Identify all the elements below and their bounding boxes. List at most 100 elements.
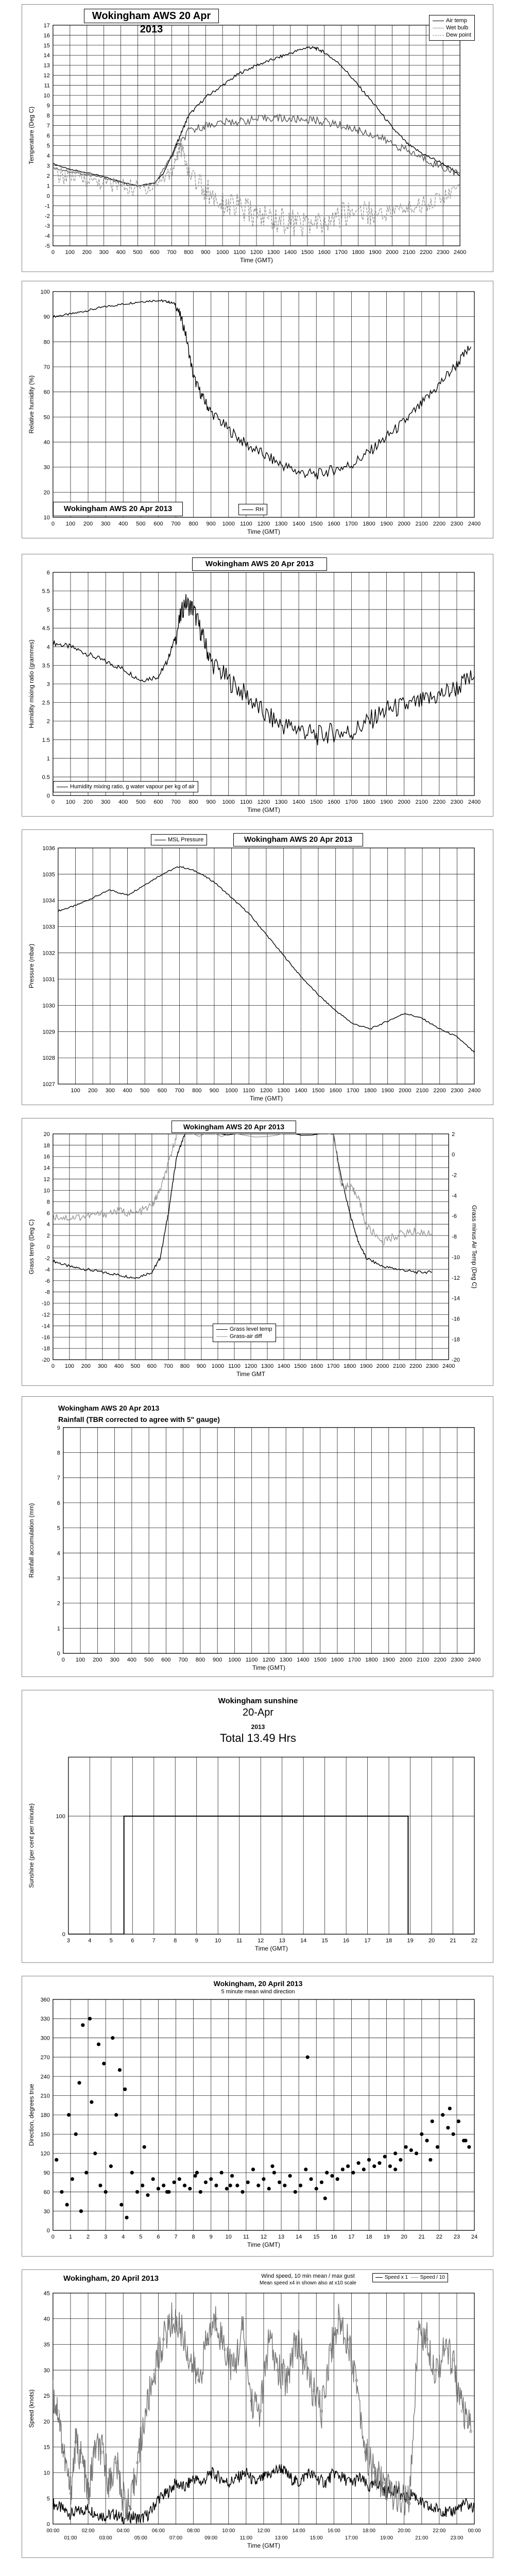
x-tick-label: 800 (188, 799, 198, 805)
y-tick-label: 8 (47, 113, 50, 119)
data-point (165, 2190, 169, 2194)
data-point (325, 2171, 329, 2175)
plot-frame (68, 1756, 475, 1935)
data-point (256, 2183, 261, 2188)
wind-direction-chart-panel: 0 30 60 90 120 150 180 210 240 270 300 330 360 0 1 2 3 4 5… (22, 1976, 493, 2257)
x-axis-label: Time (GMT) (255, 1945, 288, 1952)
data-point (425, 2337, 428, 2341)
y-tick-label: -10 (42, 1301, 50, 1307)
data-point (182, 2183, 187, 2188)
x-tick-label: 1400 (293, 521, 305, 527)
y-tick-label: 4.5 (42, 625, 50, 632)
x-tick-label: 2300 (451, 1657, 464, 1663)
y-tick-label: 3.5 (42, 663, 50, 669)
y-tick-label: 0.5 (42, 774, 50, 781)
data-point (456, 2119, 460, 2124)
data-point (390, 2492, 393, 2495)
x-tick-label: 300 (110, 1657, 119, 1663)
y-tick-label: 1029 (42, 1029, 55, 1035)
x-tick-label: 2100 (403, 249, 415, 256)
data-point (180, 2327, 183, 2331)
data-point (399, 2158, 403, 2162)
data-point (393, 2151, 398, 2156)
x-tick-label: 1500 (312, 1088, 324, 1094)
y-tick-label: 14 (44, 53, 50, 59)
mixing-ratio-chart: 0 0.5 1 1.5 2 2.5 3 3.5 4 4.5 5 5.5 6 0 100 200 300 400 50… (28, 570, 480, 814)
y-tick-label: 1032 (42, 951, 55, 957)
data-point (443, 2348, 446, 2351)
data-point (373, 2471, 376, 2475)
x-tick-label: 1300 (261, 1363, 273, 1369)
series-line-sunshine (68, 1816, 475, 1935)
x-tick-label: 500 (140, 1088, 149, 1094)
x-tick-label: 1900 (360, 1363, 372, 1369)
x-tick-label: 08:00 (187, 2528, 200, 2534)
y-tick-label: 1031 (42, 976, 55, 982)
x-tick-label: 21:00 (415, 2535, 428, 2541)
data-point (329, 2348, 332, 2351)
x-tick-label: 9 (210, 2234, 213, 2240)
humidity-chart-panel: 10 20 30 40 50 60 70 80 90 100 0 100 200 300 400 500 600… (22, 281, 493, 538)
x-tick-label: 16:00 (328, 2528, 340, 2534)
y-tick-label: 120 (41, 2151, 50, 2157)
x-tick-label: 1700 (335, 249, 347, 256)
x-tick-label: 100 (65, 1363, 74, 1369)
x-tick-label: 20 (401, 2234, 407, 2240)
x-tick-label: 1 (69, 2234, 72, 2240)
x-tick-label: 1200 (245, 1363, 257, 1369)
x-tick-label: 8 (192, 2234, 195, 2240)
plot-frame (53, 572, 475, 796)
y-axis-label: Rainfall accumulation (mm) (28, 1503, 35, 1578)
x-tick-label: 10 (215, 1938, 221, 1944)
y-tick-label: 3 (57, 1575, 60, 1582)
y-tick-label: 90 (44, 2170, 50, 2176)
sunshine-chart: 0 100 3 4 5 6 7 8 9 10 11 12 13 14 15 16 17 18 19 20 21 22 Tim… (28, 1756, 477, 1952)
x-tick-label: 2100 (393, 1363, 405, 1369)
x-tick-label: 2400 (442, 1363, 455, 1369)
data-point (302, 2358, 305, 2361)
x-tick-label: 900 (213, 1657, 222, 1663)
y-tick-label: 70 (44, 364, 50, 370)
legend-dew-point: Dew point (446, 32, 471, 38)
y2-tick-label: 0 (452, 1152, 455, 1158)
data-point (195, 2171, 199, 2175)
data-point (311, 2389, 315, 2392)
x-tick-label: 1700 (348, 1657, 360, 1663)
x-tick-label: 400 (127, 1657, 136, 1663)
x-tick-label: 1000 (225, 1088, 237, 1094)
x-tick-label: 13:00 (275, 2535, 288, 2541)
data-point (156, 2187, 161, 2191)
series-line-air-temp (53, 46, 460, 187)
sunshine-chart-title: Wokingham sunshine (218, 1697, 298, 1705)
data-point (225, 2187, 229, 2191)
legend-wet-bulb: Wet bulb (446, 25, 469, 31)
x-tick-label: 100 (66, 799, 75, 805)
x-tick-label: 1300 (267, 249, 280, 256)
x-tick-label: 300 (106, 1088, 115, 1094)
x-tick-label: 9 (195, 1938, 198, 1944)
data-point (135, 2461, 139, 2464)
x-tick-label: 600 (153, 799, 163, 805)
y-tick-label: 1034 (42, 898, 55, 904)
y2-tick-label: -2 (452, 1173, 457, 1179)
x-tick-label: 0 (52, 521, 55, 527)
data-point (197, 2379, 200, 2382)
x-tick-label: 0 (52, 1363, 55, 1369)
y-tick-label: 0 (47, 2521, 50, 2528)
mixing-ratio-chart-title: Wokingham AWS 20 Apr 2013 (192, 557, 327, 571)
data-point (69, 2492, 72, 2495)
data-point (214, 2183, 218, 2188)
plot-frame (53, 2293, 475, 2524)
data-point (430, 2119, 434, 2124)
plot-frame (53, 25, 460, 246)
mixing-ratio-legend: Humidity mixing ratio, g water vapour pe… (53, 781, 199, 792)
x-tick-label: 1700 (327, 1363, 339, 1369)
data-point (77, 2081, 81, 2085)
x-tick-label: 1100 (240, 521, 252, 527)
y-axis-label: Speed (knots) (28, 2389, 35, 2428)
data-point (130, 2171, 134, 2175)
x-tick-label: 4 (88, 1938, 91, 1944)
x-tick-label: 1600 (328, 521, 340, 527)
x-tick-label: 800 (184, 249, 193, 256)
data-point (420, 2132, 424, 2136)
